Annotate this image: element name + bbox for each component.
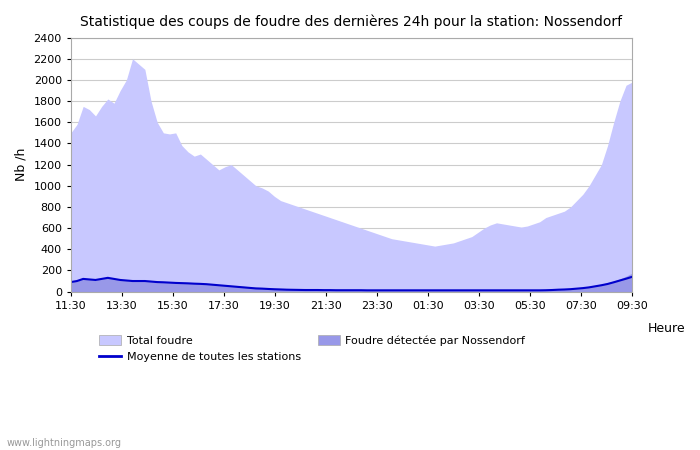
- Legend: Total foudre, Moyenne de toutes les stations, Foudre détectée par Nossendorf: Total foudre, Moyenne de toutes les stat…: [99, 335, 525, 362]
- Text: www.lightningmaps.org: www.lightningmaps.org: [7, 438, 122, 448]
- Text: Heure: Heure: [648, 322, 685, 335]
- Title: Statistique des coups de foudre des dernières 24h pour la station: Nossendorf: Statistique des coups de foudre des dern…: [80, 15, 622, 30]
- Y-axis label: Nb /h: Nb /h: [15, 148, 28, 181]
